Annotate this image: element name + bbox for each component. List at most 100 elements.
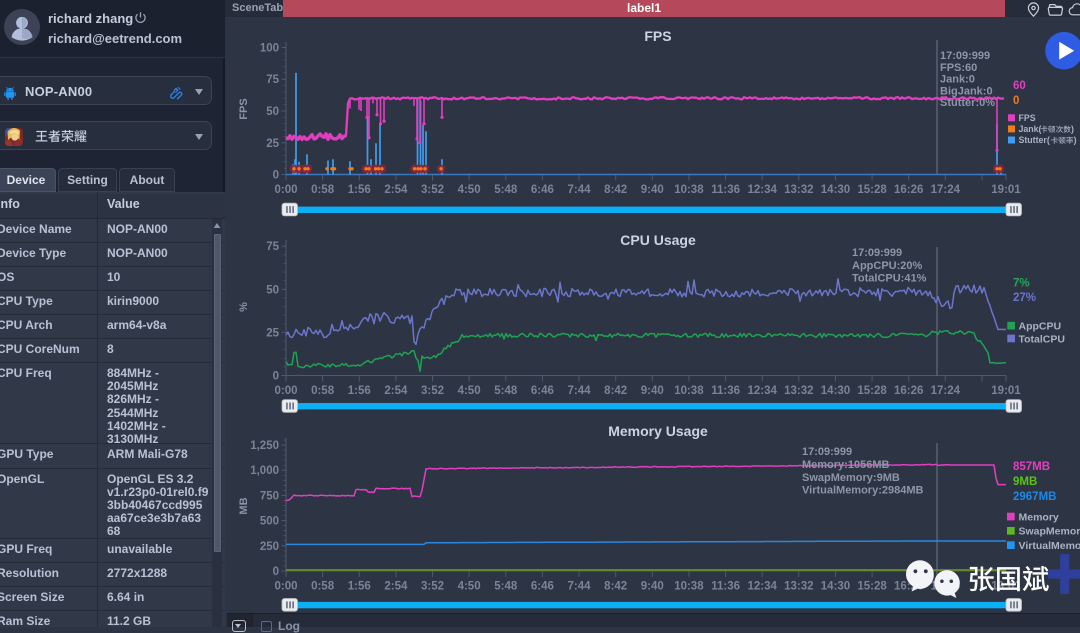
svg-text:50: 50 [266, 284, 279, 296]
svg-text:0:00: 0:00 [274, 184, 297, 196]
svg-text:16:26: 16:26 [894, 385, 923, 397]
svg-text:250: 250 [260, 541, 279, 553]
svg-text:15:28: 15:28 [857, 385, 887, 397]
svg-text:0: 0 [273, 566, 279, 578]
svg-text:5:48: 5:48 [494, 385, 518, 397]
svg-text:1:56: 1:56 [348, 385, 371, 397]
svg-text:12:34: 12:34 [747, 581, 777, 593]
svg-text:TotalCPU:41%: TotalCPU:41% [852, 273, 927, 285]
svg-text:7:44: 7:44 [567, 385, 591, 397]
svg-text:CPU Usage: CPU Usage [620, 232, 696, 248]
svg-text:750: 750 [260, 490, 279, 502]
svg-text:15:28: 15:28 [857, 581, 887, 593]
svg-text:17:09:999: 17:09:999 [802, 446, 852, 458]
svg-text:0:00: 0:00 [274, 385, 297, 397]
svg-text:1,000: 1,000 [250, 465, 279, 477]
svg-text:FPS: FPS [238, 98, 250, 119]
svg-text:17:24: 17:24 [931, 184, 961, 196]
svg-text:SwapMemory:9MB: SwapMemory:9MB [802, 472, 900, 484]
svg-text:3:52: 3:52 [421, 385, 444, 397]
svg-text:14:30: 14:30 [821, 581, 850, 593]
svg-text:19:01: 19:01 [991, 385, 1021, 397]
svg-text:19:01: 19:01 [991, 581, 1021, 593]
svg-text:9:40: 9:40 [641, 581, 664, 593]
svg-text:Stutter(: Stutter( [1019, 135, 1050, 145]
svg-text:16:26: 16:26 [894, 184, 923, 196]
svg-text:50: 50 [266, 106, 279, 118]
svg-text:TotalCPU: TotalCPU [1019, 333, 1065, 345]
svg-text:100: 100 [260, 43, 279, 55]
svg-text:75: 75 [266, 74, 279, 86]
svg-text:2:54: 2:54 [384, 385, 408, 397]
svg-text:9:40: 9:40 [641, 184, 664, 196]
svg-text:2967MB: 2967MB [1013, 491, 1056, 503]
svg-text:): ) [1071, 124, 1074, 134]
svg-text:6:46: 6:46 [531, 581, 554, 593]
svg-text:500: 500 [260, 516, 279, 528]
svg-text:Stutter:0%: Stutter:0% [940, 97, 995, 109]
svg-text:8:42: 8:42 [604, 385, 627, 397]
svg-text:4:50: 4:50 [458, 385, 481, 397]
svg-text:VirtualMemory:2984MB: VirtualMemory:2984MB [802, 485, 924, 497]
svg-text:75: 75 [266, 241, 279, 253]
svg-text:AppCPU: AppCPU [1019, 321, 1062, 333]
svg-text:1:56: 1:56 [348, 184, 371, 196]
svg-text:Memory: Memory [1019, 511, 1059, 523]
svg-text:9:40: 9:40 [641, 385, 664, 397]
svg-text:FPS:60: FPS:60 [940, 62, 977, 74]
svg-text:7:44: 7:44 [567, 184, 591, 196]
svg-text:14:30: 14:30 [821, 184, 850, 196]
svg-text:10:38: 10:38 [674, 184, 704, 196]
svg-text:6:46: 6:46 [531, 184, 554, 196]
svg-text:0:58: 0:58 [311, 385, 335, 397]
svg-text:8:42: 8:42 [604, 184, 627, 196]
svg-text:4:50: 4:50 [458, 581, 481, 593]
svg-text:): ) [1074, 135, 1077, 145]
svg-text:11:36: 11:36 [711, 385, 740, 397]
svg-text:19:01: 19:01 [991, 184, 1021, 196]
svg-text:Jank(: Jank( [1019, 124, 1042, 134]
svg-text:0:00: 0:00 [274, 581, 297, 593]
svg-text:2:54: 2:54 [384, 581, 408, 593]
svg-text:FPS: FPS [644, 28, 671, 44]
svg-text:0: 0 [273, 170, 279, 182]
svg-text:0: 0 [273, 371, 279, 383]
svg-text:12:34: 12:34 [747, 385, 777, 397]
svg-text:0:58: 0:58 [311, 581, 335, 593]
svg-text:14:30: 14:30 [821, 385, 850, 397]
svg-text:17:09:999: 17:09:999 [852, 247, 902, 259]
svg-text:13:32: 13:32 [784, 385, 813, 397]
svg-text:13:32: 13:32 [784, 184, 813, 196]
svg-text:6:46: 6:46 [531, 385, 554, 397]
svg-text:5:48: 5:48 [494, 581, 518, 593]
svg-text:15:28: 15:28 [857, 184, 887, 196]
svg-text:%: % [238, 302, 250, 312]
svg-text:4:50: 4:50 [458, 184, 481, 196]
svg-text:11:36: 11:36 [711, 184, 740, 196]
svg-text:3:52: 3:52 [421, 184, 444, 196]
svg-text:SwapMemory: SwapMemory [1019, 526, 1080, 538]
svg-text:FPS: FPS [1019, 113, 1036, 123]
svg-text:17:24: 17:24 [931, 385, 961, 397]
svg-text:1,250: 1,250 [250, 440, 279, 452]
svg-text:10:38: 10:38 [674, 581, 704, 593]
svg-text:25: 25 [266, 138, 279, 150]
svg-text:1:56: 1:56 [348, 581, 371, 593]
svg-text:9MB: 9MB [1013, 476, 1037, 488]
svg-text:0: 0 [1013, 95, 1019, 107]
svg-text:VirtualMemory: VirtualMemory [1019, 540, 1080, 552]
svg-text:60: 60 [1013, 80, 1026, 92]
svg-text:11:36: 11:36 [711, 581, 740, 593]
svg-text:857MB: 857MB [1013, 461, 1050, 473]
svg-text:27%: 27% [1013, 292, 1036, 304]
svg-text:Memory:1056MB: Memory:1056MB [802, 459, 889, 471]
svg-text:10:38: 10:38 [674, 385, 704, 397]
svg-text:2:54: 2:54 [384, 184, 408, 196]
svg-text:7%: 7% [1013, 278, 1030, 290]
svg-text:13:32: 13:32 [784, 581, 813, 593]
svg-text:8:42: 8:42 [604, 581, 627, 593]
svg-text:MB: MB [238, 497, 250, 514]
svg-text:BigJank:0: BigJank:0 [940, 85, 993, 97]
svg-text:Jank:0: Jank:0 [940, 74, 975, 86]
svg-text:3:52: 3:52 [421, 581, 444, 593]
